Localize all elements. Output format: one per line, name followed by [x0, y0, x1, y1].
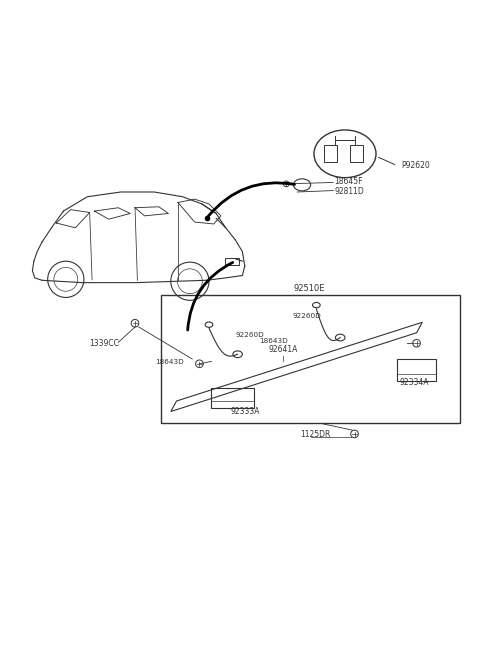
Text: 92260D: 92260D [292, 314, 321, 319]
Text: 92333A: 92333A [231, 407, 261, 416]
Text: 18643D: 18643D [259, 338, 288, 344]
Text: 1125DR: 1125DR [300, 430, 331, 439]
Text: P92620: P92620 [401, 161, 430, 171]
Bar [397, 359, 436, 381]
Bar [324, 145, 337, 163]
Text: 92334A: 92334A [399, 379, 429, 387]
Text: 92510E: 92510E [293, 284, 325, 293]
Text: 92641A: 92641A [268, 345, 298, 354]
Text: 18643D: 18643D [155, 359, 184, 365]
Bar [211, 388, 254, 408]
Bar [350, 145, 363, 163]
Bar [161, 295, 459, 423]
Text: 92811D: 92811D [335, 188, 364, 197]
Bar [225, 258, 239, 264]
Text: 1339CC: 1339CC [89, 339, 119, 348]
Text: 18645F: 18645F [335, 177, 363, 186]
Text: 92260D: 92260D [235, 331, 264, 338]
